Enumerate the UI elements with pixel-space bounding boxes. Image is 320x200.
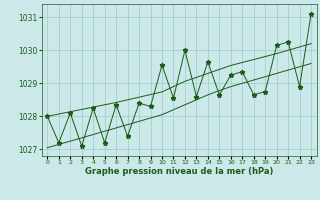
X-axis label: Graphe pression niveau de la mer (hPa): Graphe pression niveau de la mer (hPa) — [85, 167, 273, 176]
